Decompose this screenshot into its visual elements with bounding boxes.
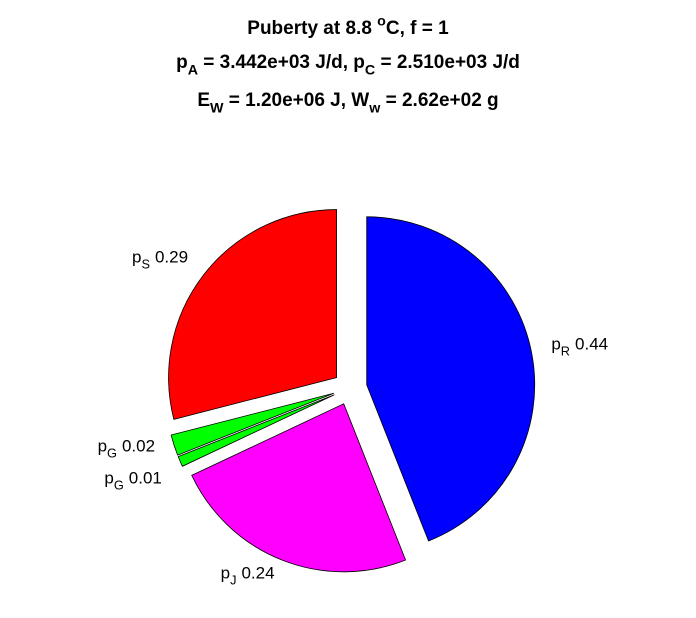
subscript: J <box>230 573 236 588</box>
subscript: G <box>107 445 117 460</box>
text-segment: p <box>98 436 107 455</box>
slice-label: pS 0.29 <box>132 247 188 271</box>
text-segment: p <box>132 247 141 266</box>
pie-slice <box>168 209 337 420</box>
text-segment: = 2.62e+02 g <box>380 90 498 111</box>
slice-label: pG 0.01 <box>104 468 161 492</box>
subscript: w <box>368 101 381 117</box>
subscript: S <box>141 256 150 271</box>
subscript: W <box>210 101 224 117</box>
slice-value: 0.29 <box>155 247 188 266</box>
subscript: G <box>114 477 124 492</box>
pie-slice <box>177 394 335 467</box>
text-segment: = 3.442e+03 J/d, p <box>198 52 365 73</box>
text-segment: C, f = 1 <box>386 18 449 39</box>
slice-value: 0.02 <box>122 436 155 455</box>
slice-value: 0.24 <box>241 564 274 583</box>
text-segment: p <box>551 335 560 354</box>
text-segment: Puberty at 8.8 <box>247 18 377 39</box>
text-segment: p <box>176 52 188 73</box>
subscript: A <box>188 63 198 79</box>
text-segment: E <box>197 90 210 111</box>
slice-label: pG 0.02 <box>98 436 155 460</box>
slice-label: pJ 0.24 <box>221 564 275 588</box>
slice-value: 0.01 <box>129 468 162 487</box>
chart-title: EW = 1.20e+06 J, Ww = 2.62e+02 g <box>197 90 498 117</box>
pie-slice <box>366 216 536 542</box>
slice-value: 0.44 <box>575 335 608 354</box>
pie-slice <box>191 403 407 573</box>
text-segment: p <box>221 564 230 583</box>
chart-title: pA = 3.442e+03 J/d, pC = 2.510e+03 J/d <box>176 52 520 79</box>
subscript: C <box>365 63 375 79</box>
supscript: o <box>377 13 386 29</box>
text-segment: p <box>104 468 113 487</box>
pie-slice <box>170 392 334 456</box>
slice-label: pR 0.44 <box>551 335 608 359</box>
chart-title: Puberty at 8.8 oC, f = 1 <box>247 13 449 39</box>
subscript: R <box>561 344 570 359</box>
text-segment: = 1.20e+06 J, W <box>223 90 369 111</box>
text-segment: = 2.510e+03 J/d <box>375 52 520 73</box>
